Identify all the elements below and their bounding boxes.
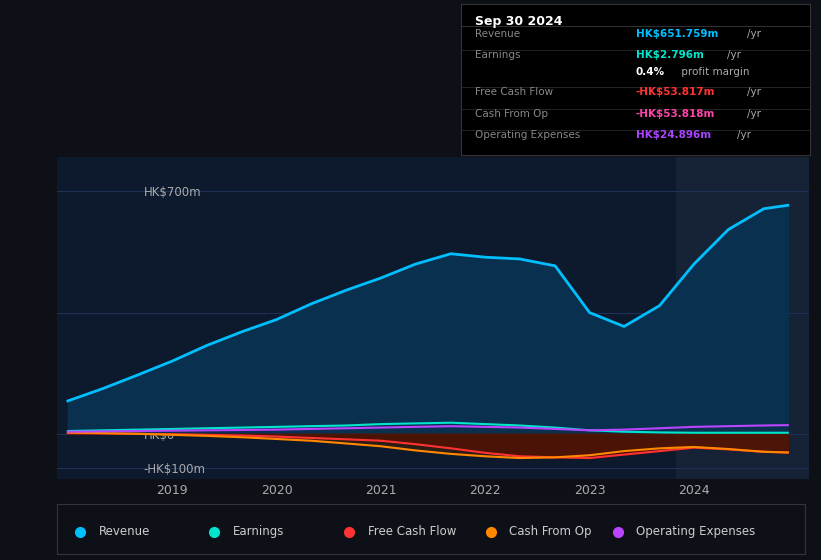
Text: Revenue: Revenue	[99, 525, 150, 538]
Text: profit margin: profit margin	[678, 67, 750, 77]
Text: HK$24.896m: HK$24.896m	[636, 130, 711, 140]
Bar	[677, 157, 809, 479]
Text: Operating Expenses: Operating Expenses	[475, 130, 580, 140]
Text: Free Cash Flow: Free Cash Flow	[368, 525, 456, 538]
Text: Free Cash Flow: Free Cash Flow	[475, 87, 553, 97]
Text: Cash From Op: Cash From Op	[475, 109, 548, 119]
Text: 0.4%: 0.4%	[636, 67, 665, 77]
Text: Earnings: Earnings	[475, 49, 521, 59]
Text: -HK$53.818m: -HK$53.818m	[636, 109, 715, 119]
Text: HK$651.759m: HK$651.759m	[636, 29, 718, 39]
Text: Earnings: Earnings	[233, 525, 284, 538]
Text: HK$2.796m: HK$2.796m	[636, 49, 704, 59]
Text: Sep 30 2024: Sep 30 2024	[475, 15, 563, 28]
Text: /yr: /yr	[737, 130, 751, 140]
Text: /yr: /yr	[747, 87, 761, 97]
Text: /yr: /yr	[747, 29, 761, 39]
Text: Revenue: Revenue	[475, 29, 521, 39]
Text: /yr: /yr	[747, 109, 761, 119]
Text: /yr: /yr	[727, 49, 741, 59]
Text: Operating Expenses: Operating Expenses	[636, 525, 755, 538]
Text: -HK$53.817m: -HK$53.817m	[636, 87, 715, 97]
Text: Cash From Op: Cash From Op	[510, 525, 592, 538]
